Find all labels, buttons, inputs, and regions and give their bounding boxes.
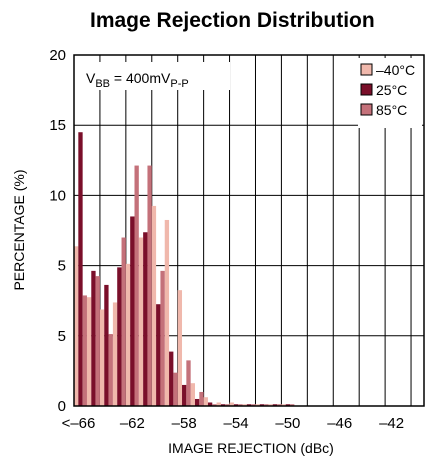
svg-text:VBB = 400mVP-P: VBB = 400mVP-P [86, 70, 189, 90]
bar-2-2 [91, 270, 96, 406]
legend-swatch [360, 83, 373, 96]
bar-2-14 [246, 404, 252, 406]
plot-frame [73, 54, 425, 407]
legend-label: 85°C [376, 102, 407, 118]
bar-2-10 [194, 398, 200, 406]
bar-3-10 [199, 391, 204, 406]
bar-1-14 [242, 404, 247, 406]
bar-2-12 [220, 404, 226, 406]
bar-2-4 [117, 267, 122, 406]
bar-1-4 [112, 302, 118, 406]
bar-1-16 [268, 404, 273, 406]
x-tick-label: –58 [172, 415, 197, 432]
bar-2-6 [143, 232, 148, 406]
bar-2-1 [78, 132, 83, 406]
bar-3-17 [290, 404, 295, 406]
bar-2-16 [272, 404, 278, 406]
legend: –40°C 25°C 85°C [358, 58, 422, 128]
bar-2-17 [285, 404, 291, 406]
bar-2-7 [156, 304, 161, 406]
grid-lines [74, 55, 424, 406]
axes [73, 54, 425, 407]
x-tick-label: <–66 [62, 415, 96, 432]
bar-3-4 [121, 237, 126, 406]
bar-1-8 [164, 219, 170, 406]
bar-1-9 [177, 290, 183, 406]
bar-3-1 [82, 295, 87, 406]
bar-2-11 [207, 402, 213, 406]
x-axis-label: IMAGE REJECTION (dBc) [168, 440, 334, 456]
annotation-sub2: P-P [170, 78, 188, 90]
legend-label: 25°C [376, 82, 407, 98]
x-tick-label: –62 [120, 415, 145, 432]
bar-2-8 [169, 351, 174, 406]
x-tick-label: –54 [224, 415, 249, 432]
legend-label: –40°C [376, 62, 415, 78]
y-tick-label: 0 [58, 398, 66, 415]
vbb-annotation: VBB = 400mVP-P [80, 62, 230, 90]
bar-1-6 [138, 237, 144, 406]
legend-swatch [360, 103, 373, 116]
bar-1-5 [125, 263, 131, 406]
y-tick-labels: 0 5 5 10 15 20 [49, 47, 66, 415]
bar-3-5 [134, 165, 139, 406]
bar-3-13 [238, 404, 243, 406]
bar-3-11 [212, 404, 217, 406]
y-tick-label: 5 [58, 328, 66, 345]
bar-3-16 [277, 404, 282, 406]
bar-3-7 [160, 270, 165, 406]
annotation-sub1: BB [95, 78, 110, 90]
bar-1-10 [190, 383, 195, 406]
bar-1-3 [99, 309, 105, 406]
bar-1-12 [216, 402, 221, 406]
x-tick-labels: <–66 –62 –58 –54 –50 –46 –42 [62, 415, 405, 432]
legend-swatch [360, 63, 373, 76]
bar-1-11 [203, 397, 208, 406]
x-tick-label: –50 [275, 415, 300, 432]
annotation-prefix: V [86, 70, 96, 86]
bar-2-3 [104, 284, 109, 406]
x-tick-label: –42 [379, 415, 404, 432]
y-tick-label: 20 [49, 47, 66, 64]
y-axis-label: PERCENTAGE (%) [11, 169, 27, 290]
bar-1-1 [74, 246, 79, 406]
bar-3-8 [173, 372, 178, 406]
bar-1-17 [281, 404, 286, 406]
bar-1-13 [229, 402, 234, 406]
y-tick-label: 10 [49, 187, 66, 204]
y-tick-label: 15 [49, 117, 66, 134]
bar-3-9 [186, 360, 191, 406]
bar-1-2 [86, 297, 92, 406]
annotation-middle: = 400mV [110, 70, 171, 86]
bar-3-2 [95, 276, 100, 406]
bar-3-12 [225, 404, 230, 406]
bar-1-15 [255, 404, 260, 406]
bars [74, 132, 295, 406]
y-tick-label: 5 [58, 258, 66, 275]
chart-title: Image Rejection Distribution [90, 9, 375, 32]
bar-2-13 [233, 404, 239, 406]
bar-3-6 [147, 165, 152, 406]
bar-3-14 [251, 404, 256, 406]
x-tick-label: –46 [327, 415, 352, 432]
bar-3-15 [264, 404, 269, 406]
bar-2-9 [182, 384, 187, 406]
bar-2-15 [259, 404, 265, 406]
bar-1-7 [151, 205, 157, 406]
bar-3-3 [108, 334, 113, 406]
bar-2-5 [130, 216, 135, 406]
